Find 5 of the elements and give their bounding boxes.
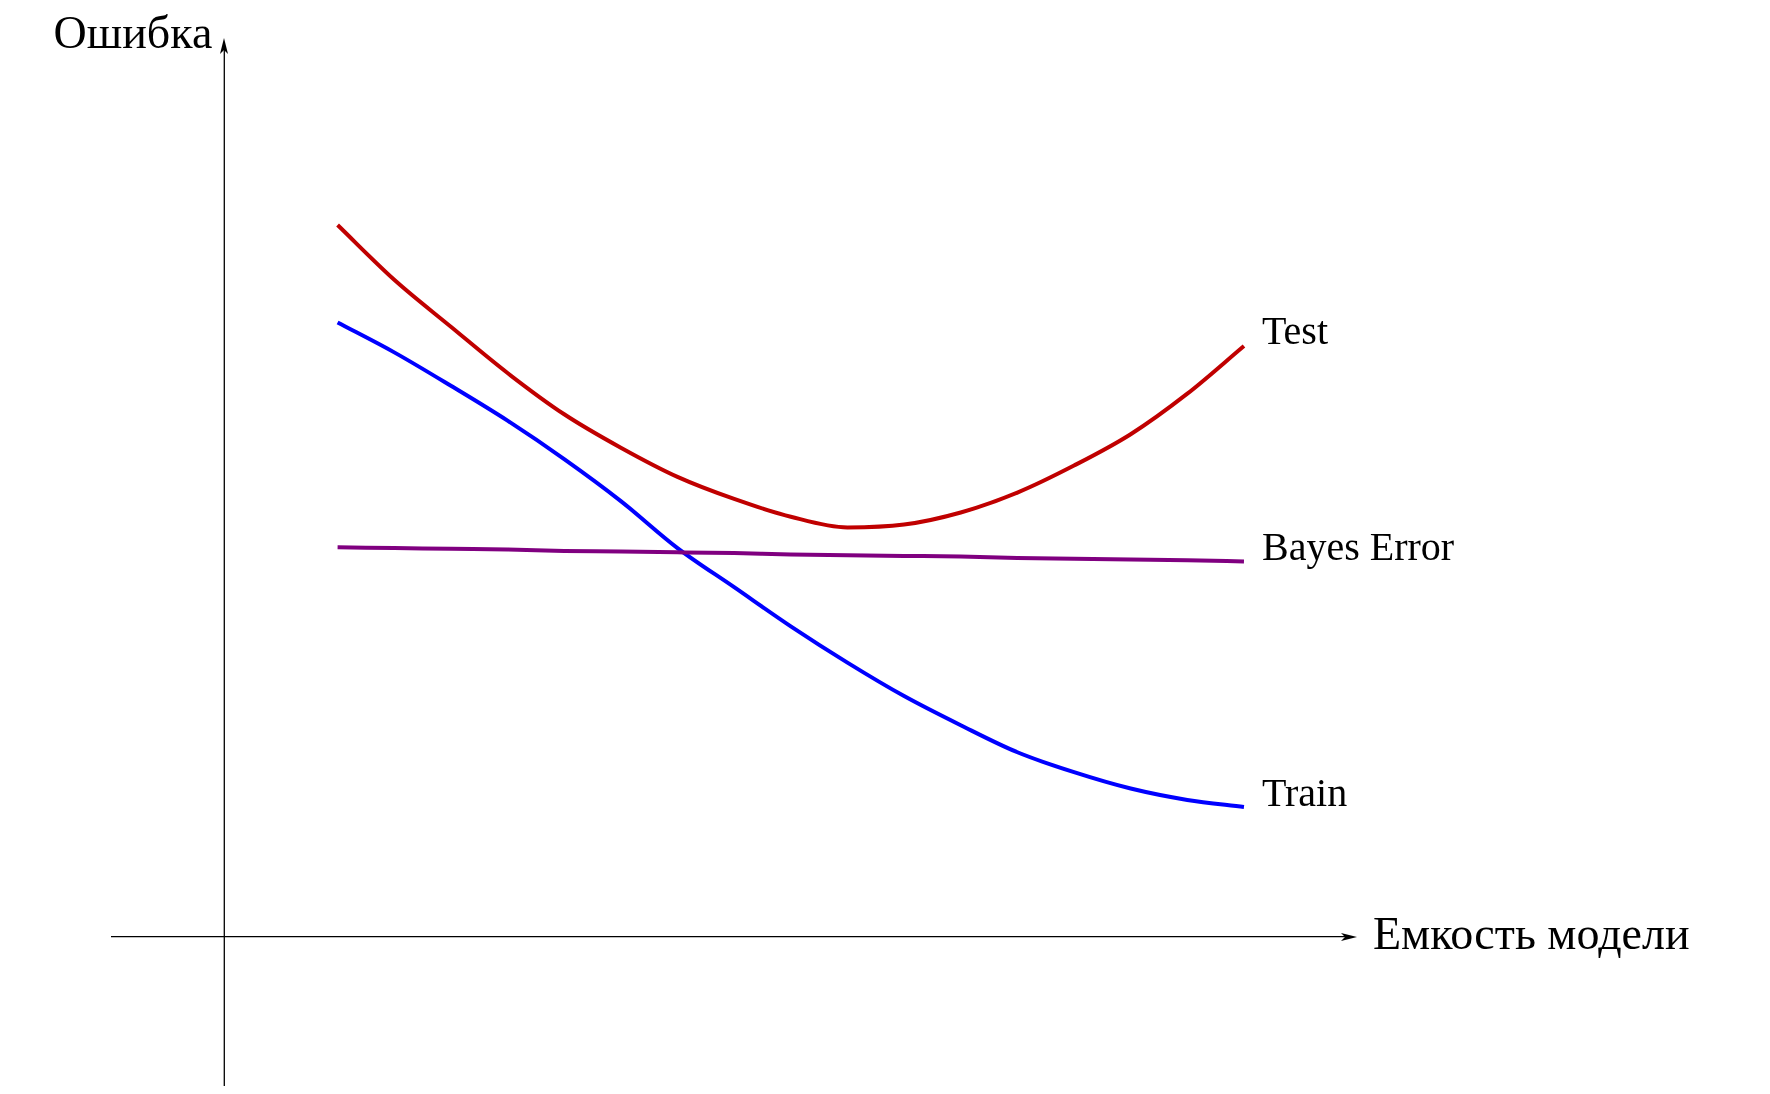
series-label: Test — [1261, 308, 1329, 354]
x-axis-title: Емкость модели — [1373, 907, 1690, 959]
series-label: Train — [1261, 769, 1348, 815]
series-label: Bayes Error — [1261, 524, 1455, 570]
y-axis-title: Ошибка — [53, 7, 213, 59]
